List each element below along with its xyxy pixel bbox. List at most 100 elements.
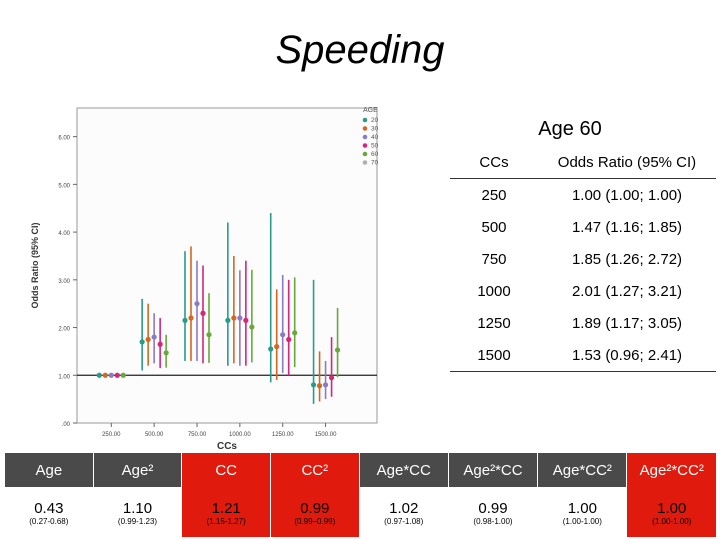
row-odds-ratio: 1.53 (0.96; 2.41): [538, 339, 716, 372]
x-axis-label: CCs: [217, 441, 237, 452]
coef-value: 0.43: [4, 487, 94, 517]
legend-swatch: [362, 126, 368, 131]
coef-value: 1.10: [92, 487, 182, 517]
coef-header: CC: [181, 453, 271, 487]
row-odds-ratio: 2.01 (1.27; 3.21): [571, 282, 683, 300]
data-point: [139, 339, 145, 345]
row-odds-ratio: 1.00 (1.00; 1.00): [571, 186, 683, 204]
coef-header: Age²: [92, 453, 182, 487]
data-point: [231, 315, 237, 321]
row-cc: 1500: [450, 339, 538, 372]
data-point: [322, 382, 329, 388]
coef-value: 1.00: [626, 487, 716, 517]
x-tick-label: 1250.00: [272, 432, 294, 438]
coef-header: Age²*CC: [447, 453, 538, 487]
legend-label: 50: [371, 143, 379, 150]
table-row: 1000 2.01 (1.27; 3.21): [450, 275, 716, 307]
coef-header: Age*CC²: [537, 453, 627, 487]
row-cc: 1250: [477, 314, 511, 332]
data-point: [120, 372, 126, 378]
row-odds-ratio: 1.85 (1.26; 2.72): [571, 250, 683, 268]
x-tick-label: 750.00: [188, 432, 207, 438]
coef-header: Age²*CC²: [626, 453, 716, 487]
data-point: [274, 344, 280, 350]
col-header-ccs: CCs: [450, 146, 538, 179]
table-row: 500 1.47 (1.16; 1.85): [450, 211, 716, 243]
row-cc: 750: [481, 250, 507, 268]
coef-ci: (1.00-1.00): [537, 517, 627, 537]
coef-value: 0.99: [447, 487, 538, 517]
coef-ci: (0.27-0.68): [4, 517, 94, 537]
y-tick-label: 5.00: [58, 183, 70, 189]
page-title: Speeding: [275, 28, 445, 72]
data-point: [188, 315, 194, 321]
y-tick-label: 4.00: [58, 231, 70, 237]
y-tick-label: 1.00: [58, 374, 70, 380]
odds-ratio-chart: .00 1.00 2.00 3.00 4.00 5.00 6.00 250.00 500.00 7…: [30, 107, 379, 452]
data-point: [108, 372, 114, 378]
data-point: [182, 317, 188, 323]
coef-ci: (0.99-1.23): [92, 517, 182, 537]
data-point: [200, 310, 206, 316]
coef-value: 1.02: [358, 487, 449, 517]
data-point: [102, 372, 108, 378]
data-point: [292, 330, 298, 336]
legend-label: 70: [371, 160, 379, 167]
row-odds-ratio: 1.89 (1.17; 3.05): [571, 314, 683, 332]
table-row: 250 1.00 (1.00; 1.00): [450, 179, 716, 212]
table-row: 1500 1.53 (0.96; 2.41): [450, 339, 716, 372]
coef-header: Age*CC: [358, 453, 449, 487]
y-tick-label: .00: [62, 422, 71, 428]
legend-swatch: [362, 134, 368, 140]
data-point: [328, 375, 335, 381]
data-point: [249, 324, 255, 330]
col-header-odds-ratio: Odds Ratio (95% CI): [538, 146, 716, 179]
coef-header: Age: [4, 453, 94, 487]
data-point: [310, 382, 317, 388]
data-point: [114, 372, 120, 378]
legend-swatch: [362, 143, 368, 148]
legend-label: 40: [371, 134, 379, 141]
legend-label: 30: [371, 126, 379, 133]
data-point: [145, 336, 151, 343]
data-point: [225, 317, 231, 323]
data-point: [334, 347, 341, 353]
data-point: [206, 332, 212, 338]
legend-label: 60: [371, 151, 379, 158]
legend-swatch: [362, 160, 368, 165]
age60-table-title: Age 60: [538, 118, 602, 140]
age60-odds-table: CCs Odds Ratio (95% CI) 250 1.00 (1.00; …: [450, 146, 716, 372]
data-point: [163, 350, 169, 356]
legend-swatch: [362, 117, 368, 123]
plot-area: [76, 107, 378, 424]
coef-ci: (0.99–0.99): [269, 517, 360, 537]
coef-value: 1.21: [181, 487, 271, 517]
data-point: [237, 315, 243, 321]
data-point: [96, 372, 102, 378]
x-tick-label: 250.00: [102, 432, 121, 438]
y-axis-label: Odds Ratio (95% CI): [30, 222, 40, 308]
data-point: [280, 332, 286, 338]
legend-label: 20: [371, 117, 379, 124]
table-row: 1250 1.89 (1.17; 3.05): [450, 307, 716, 339]
y-tick-label: 2.00: [58, 327, 70, 333]
coef-ci: (0.98-1.00): [447, 517, 538, 537]
data-point: [268, 346, 274, 352]
data-point: [151, 334, 157, 340]
row-cc: 500: [481, 218, 507, 236]
coef-ci: (1.00-1.00): [626, 517, 716, 537]
coef-value-row: 0.43 1.10 1.21 0.99 1.02 0.99 1.00 1.00: [4, 487, 716, 517]
coef-header: CC²: [269, 453, 360, 487]
data-point: [286, 336, 292, 343]
x-tick-label: 1000.00: [229, 432, 251, 438]
coef-header-row: Age Age² CC CC² Age*CC Age²*CC Age*CC² A…: [4, 453, 716, 487]
data-point: [194, 301, 200, 307]
x-tick-label: 1500.00: [315, 432, 337, 438]
coef-ci-row: (0.27-0.68) (0.99-1.23) (1.15-1.27) (0.9…: [4, 517, 716, 537]
y-tick-label: 3.00: [58, 279, 70, 285]
x-tick-label: 500.00: [145, 432, 164, 438]
coef-value: 1.00: [537, 487, 627, 517]
row-cc: 250: [481, 186, 507, 204]
coefficient-table: Age Age² CC CC² Age*CC Age²*CC Age*CC² A…: [4, 453, 716, 537]
legend-title: AGE: [363, 107, 378, 114]
